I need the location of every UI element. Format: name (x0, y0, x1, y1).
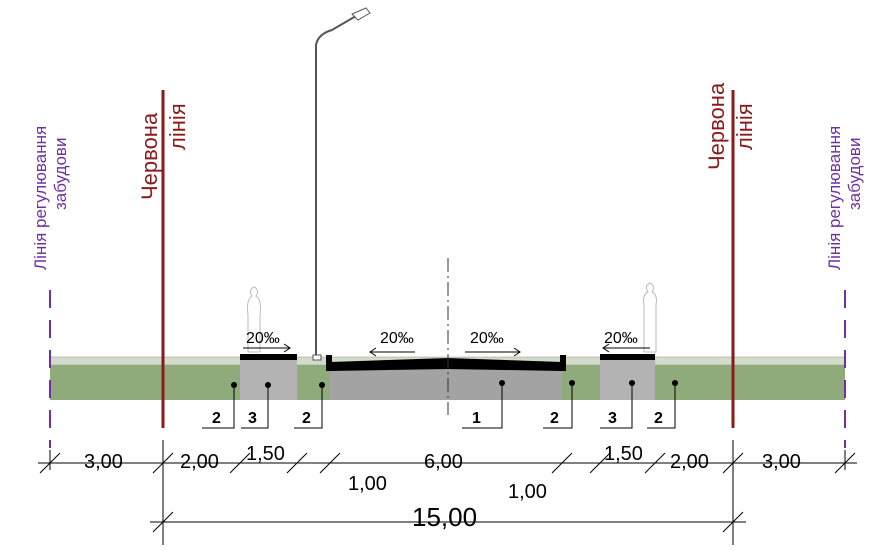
lamp-head (351, 7, 371, 21)
regulation-label: забудови (845, 138, 864, 210)
sidewalk-surface (240, 354, 297, 360)
slope-label: 20‰ (604, 330, 638, 347)
red-line-label: лінія (165, 103, 190, 150)
asphalt (330, 358, 562, 371)
pedestrian (643, 282, 657, 353)
lamp-pole (315, 15, 357, 357)
slope-arrows (243, 343, 650, 357)
regulation-label: Лінія регулювання (31, 126, 50, 270)
pedestrian (247, 286, 261, 353)
layer-label: 2 (654, 410, 663, 427)
lamp-base (312, 354, 322, 361)
sidewalk-surface (600, 354, 655, 360)
layer-label: 2 (302, 410, 311, 427)
dimension: 6,00 (424, 451, 463, 473)
dimension: 2,00 (180, 451, 219, 473)
total-width: 15,00 (412, 502, 477, 532)
layer-label: 3 (248, 410, 257, 427)
dimension: 3,00 (762, 451, 801, 473)
red-line-label: лінія (732, 103, 757, 150)
regulation-label: Лінія регулювання (825, 126, 844, 270)
red-line-label: Червона (704, 82, 729, 170)
layer-label: 2 (550, 410, 559, 427)
slope-label: 20‰ (380, 330, 414, 347)
dimension: 1,00 (508, 481, 547, 503)
leaders (202, 383, 676, 429)
layer-label: 3 (608, 410, 617, 427)
curb (326, 355, 332, 371)
regulation-label: забудови (51, 138, 70, 210)
dimension: 1,50 (604, 443, 643, 465)
layer-label: 1 (472, 410, 481, 427)
dimension: 1,50 (246, 443, 285, 465)
dimension-lines (38, 440, 857, 545)
leader-dots (231, 380, 678, 388)
curb (560, 355, 566, 371)
dimension: 2,00 (670, 451, 709, 473)
slope-label: 20‰ (246, 330, 280, 347)
dimension: 1,00 (348, 473, 387, 495)
red-line-label: Червона (137, 112, 162, 200)
dimension: 3,00 (84, 451, 123, 473)
slope-label: 20‰ (470, 330, 504, 347)
sidewalk (600, 357, 655, 400)
layer-label: 2 (212, 410, 221, 427)
